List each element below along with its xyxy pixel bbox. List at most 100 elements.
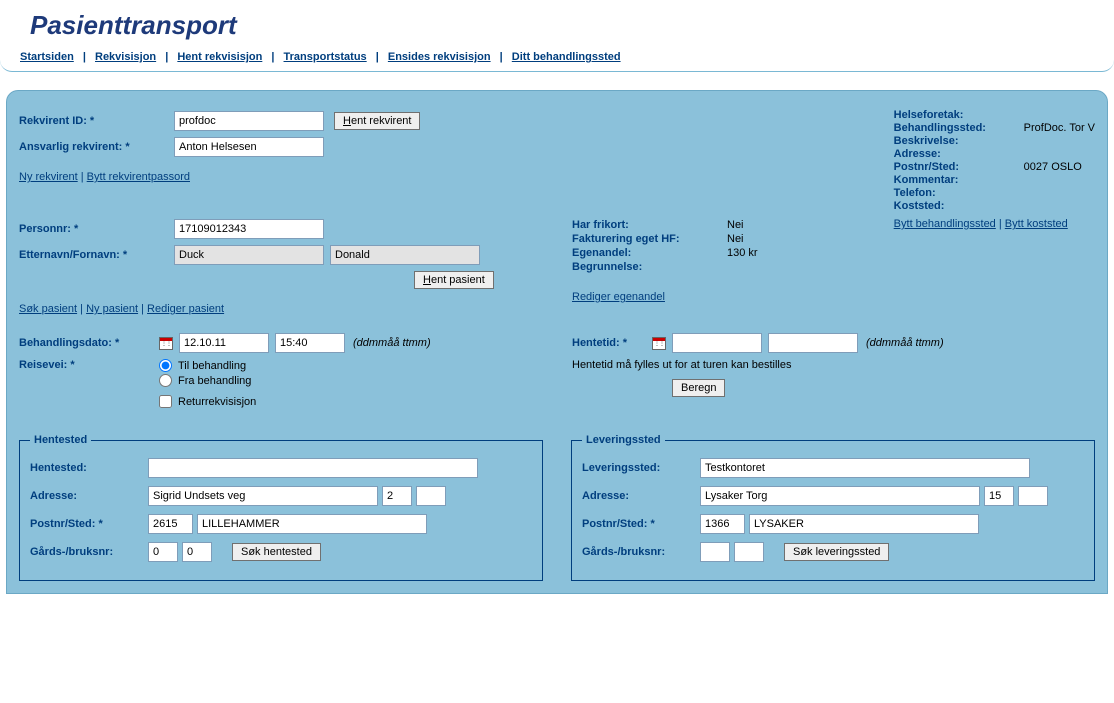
leveringssted-adresse-input[interactable] [700,486,980,506]
nav-sep: | [500,51,503,63]
frikort-value: Nei [727,219,744,231]
hentested-adresse-input[interactable] [148,486,378,506]
nav-startsiden[interactable]: Startsiden [20,51,74,63]
nav-ensides-rekvisisjon[interactable]: Ensides rekvisisjon [388,51,491,63]
link-rediger-egenandel[interactable]: Rediger egenandel [572,291,665,303]
info-koststed-label: Koststed: [894,200,1024,212]
etternavn-input[interactable] [174,245,324,265]
nav-hent-rekvisisjon[interactable]: Hent rekvisisjon [177,51,262,63]
nav-transportstatus[interactable]: Transportstatus [284,51,367,63]
nav-rekvisisjon[interactable]: Rekvisisjon [95,51,156,63]
etternavn-label: Etternavn/Fornavn: * [19,249,174,261]
ansvarlig-rekvirent-input[interactable] [174,137,324,157]
info-kommentar-label: Kommentar: [894,174,1024,186]
radio-fra-behandling[interactable] [159,374,172,387]
calendar-icon[interactable] [652,337,666,350]
info-helseforetak-label: Helseforetak: [894,109,1024,121]
begrunnelse-label: Begrunnelse: [572,261,727,273]
rekvirent-id-input[interactable] [174,111,324,131]
leveringssted-postnr-label: Postnr/Sted: * [582,518,700,530]
ansvarlig-rekvirent-label: Ansvarlig rekvirent: * [19,141,174,153]
hentetid-dato-input[interactable] [672,333,762,353]
leveringssted-nr2-input[interactable] [1018,486,1048,506]
beregn-button[interactable]: Beregn [672,379,725,397]
nav-sep: | [271,51,274,63]
hent-pasient-button[interactable]: Hent pasient [414,271,494,289]
egenandel-label: Egenandel: [572,247,727,259]
hentested-gards2-input[interactable] [182,542,212,562]
info-beskrivelse-label: Beskrivelse: [894,135,1024,147]
page-title: Pasienttransport [30,10,1094,41]
fakturering-value: Nei [727,233,744,245]
header: Pasienttransport Startsiden | Rekvisisjo… [0,0,1114,72]
leveringssted-input[interactable] [700,458,1030,478]
calendar-icon[interactable] [159,337,173,350]
leveringssted-gards1-input[interactable] [700,542,730,562]
info-behandlingssted-label: Behandlingssted: [894,122,1024,134]
personnr-input[interactable] [174,219,324,239]
hentested-label: Hentested: [30,462,148,474]
nav-ditt-behandlingssted[interactable]: Ditt behandlingssted [512,51,621,63]
link-ny-pasient[interactable]: Ny pasient [86,303,138,315]
info-postnr-value: 0027 OSLO [1024,161,1082,173]
sok-leveringssted-button[interactable]: Søk leveringssted [784,543,889,561]
info-postnr-label: Postnr/Sted: [894,161,1024,173]
link-bytt-behandlingssted[interactable]: Bytt behandlingssted [894,218,996,230]
hentested-gards-label: Gårds-/bruksnr: [30,546,148,558]
info-box: Helseforetak: Behandlingssted:ProfDoc. T… [894,109,1095,230]
hentested-postnr-input[interactable] [148,514,193,534]
hentested-input[interactable] [148,458,478,478]
behandlingsdato-label: Behandlingsdato: * [19,337,159,349]
link-ny-rekvirent[interactable]: Ny rekvirent [19,171,78,183]
leveringssted-label: Leveringssted: [582,462,700,474]
leveringssted-adresse-label: Adresse: [582,490,700,502]
frikort-label: Har frikort: [572,219,727,231]
hentested-nr-input[interactable] [382,486,412,506]
link-rediger-pasient[interactable]: Rediger pasient [147,303,224,315]
hentested-nr2-input[interactable] [416,486,446,506]
nav-sep: | [165,51,168,63]
info-telefon-label: Telefon: [894,187,1024,199]
dato-hint: (ddmmåå ttmm) [353,337,431,349]
til-behandling-label: Til behandling [178,360,246,372]
hent-rekvirent-button[interactable]: Hent rekvirent [334,112,420,130]
hentetid-help: Hentetid må fylles ut for at turen kan b… [572,359,1095,371]
leveringssted-nr-input[interactable] [984,486,1014,506]
hentetid-hint: (ddmmåå ttmm) [866,337,944,349]
link-bytt-koststed[interactable]: Bytt koststed [1005,218,1068,230]
hentetid-tid-input[interactable] [768,333,858,353]
leveringssted-gards-label: Gårds-/bruksnr: [582,546,700,558]
hentetid-label: Hentetid: * [572,337,652,349]
leveringssted-postnr-input[interactable] [700,514,745,534]
hentested-adresse-label: Adresse: [30,490,148,502]
radio-til-behandling[interactable] [159,359,172,372]
leveringssted-fieldset: Leveringssted Leveringssted: Adresse: Po… [571,434,1095,581]
reisevei-label: Reisevei: * [19,359,159,371]
hentested-gards1-input[interactable] [148,542,178,562]
leveringssted-gards2-input[interactable] [734,542,764,562]
leveringssted-sted-input[interactable] [749,514,979,534]
personnr-label: Personnr: * [19,223,174,235]
egenandel-value: 130 kr [727,247,758,259]
sok-hentested-button[interactable]: Søk hentested [232,543,321,561]
fornavn-input[interactable] [330,245,480,265]
returrekvisisjon-label: Returrekvisisjon [178,396,256,408]
nav: Startsiden | Rekvisisjon | Hent rekvisis… [20,51,1094,63]
fakturering-label: Fakturering eget HF: [572,233,727,245]
behandlingsdato-input[interactable] [179,333,269,353]
link-bytt-rekvirentpassord[interactable]: Bytt rekvirentpassord [87,171,190,183]
hentested-sted-input[interactable] [197,514,427,534]
hentested-fieldset: Hentested Hentested: Adresse: Postnr/Ste… [19,434,543,581]
nav-sep: | [83,51,86,63]
rekvirent-id-label: Rekvirent ID: * [19,115,174,127]
fra-behandling-label: Fra behandling [178,375,251,387]
checkbox-returrekvisisjon[interactable] [159,395,172,408]
nav-sep: | [376,51,379,63]
leveringssted-legend: Leveringssted [582,434,665,446]
behandlingstid-input[interactable] [275,333,345,353]
info-behandlingssted-value: ProfDoc. Tor V [1024,122,1095,134]
hentested-legend: Hentested [30,434,91,446]
link-sok-pasient[interactable]: Søk pasient [19,303,77,315]
info-adresse-label: Adresse: [894,148,1024,160]
hentested-postnr-label: Postnr/Sted: * [30,518,148,530]
